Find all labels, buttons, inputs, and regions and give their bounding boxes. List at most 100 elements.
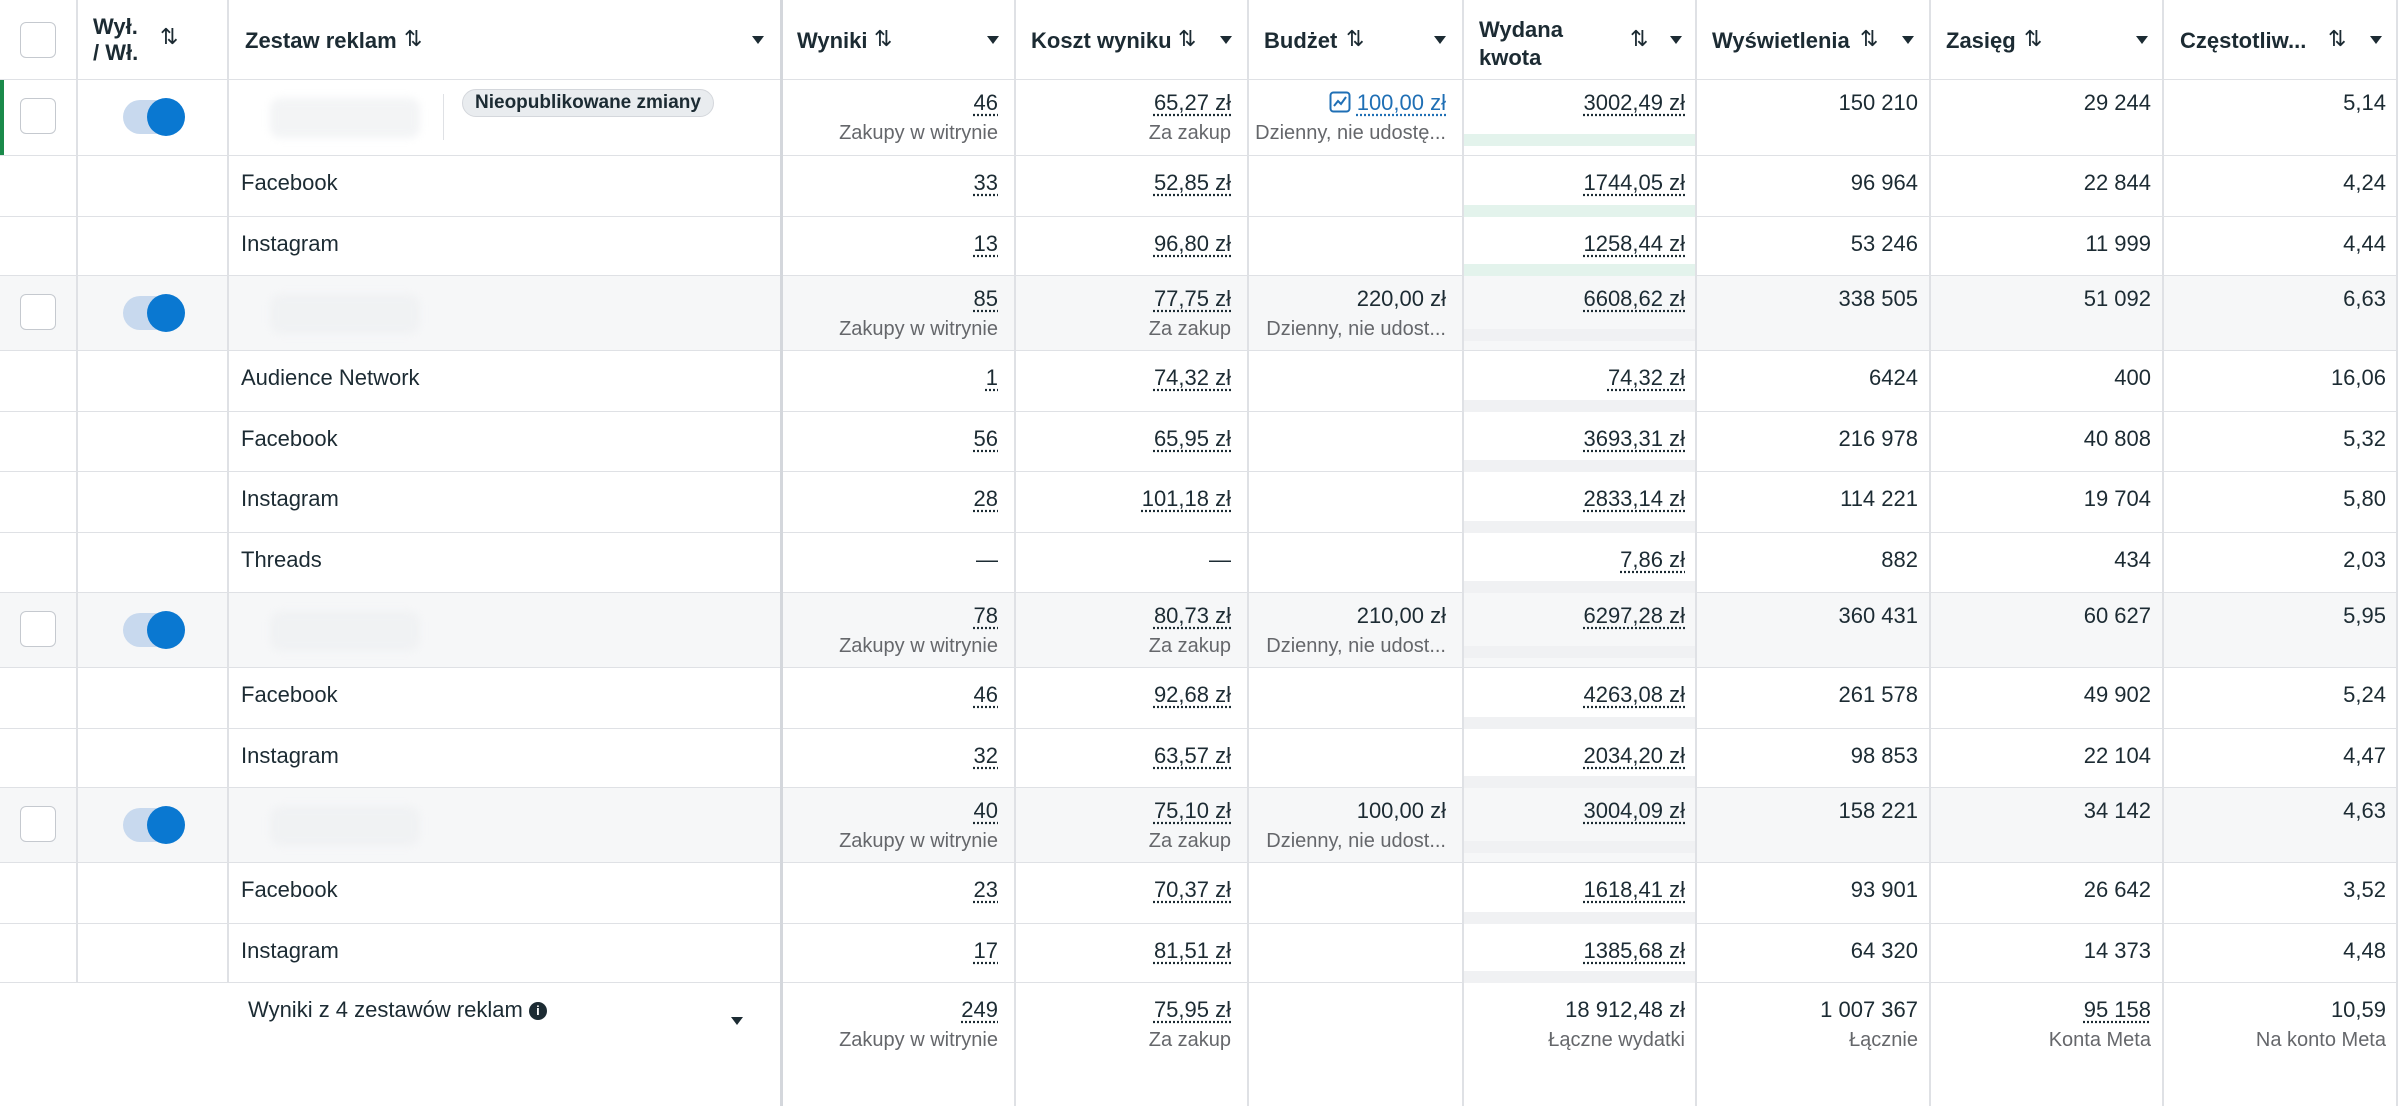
row-checkbox[interactable] (20, 611, 56, 647)
row-checkbox[interactable] (20, 98, 56, 134)
cpr-value[interactable]: 101,18 zł (1141, 486, 1231, 511)
spend-value[interactable]: 3693,31 zł (1583, 426, 1685, 451)
budget-value[interactable]: 220,00 zł (1356, 286, 1446, 311)
summary-results[interactable]: 249 (961, 997, 998, 1022)
budget-value[interactable]: 100,00 zł (1329, 90, 1446, 116)
spend-value[interactable]: 3002,49 zł (1583, 90, 1685, 115)
chevron-down-icon[interactable] (1220, 36, 1232, 44)
results-value[interactable]: 17 (973, 938, 998, 963)
adset-row[interactable]: 40 Zakupy w witrynie 75,10 zł Za zakup 100,0… (0, 788, 2398, 863)
breakdown-row[interactable]: Facebook 46 92,68 zł 4263,08 zł 261 578 49 90… (0, 668, 2398, 729)
breakdown-row[interactable]: Facebook 33 52,85 zł 1744,05 zł 96 964 22 844… (0, 156, 2398, 217)
breakdown-row[interactable]: Instagram 17 81,51 zł 1385,68 zł 64 320 14 37… (0, 924, 2398, 983)
frequency-col-header[interactable]: Częstotliw... (2180, 28, 2307, 53)
results-value[interactable]: 32 (973, 743, 998, 768)
spend-value[interactable]: 6297,28 zł (1583, 603, 1685, 628)
spend-col-header[interactable]: Wydana kwota (1479, 17, 1563, 70)
spend-value[interactable]: 1385,68 zł (1583, 938, 1685, 963)
spend-value[interactable]: 3004,09 zł (1583, 798, 1685, 823)
toggle-knob[interactable] (147, 98, 185, 136)
sort-icon[interactable]: ⇅ (404, 26, 423, 51)
chevron-down-icon[interactable] (731, 1017, 743, 1025)
breakdown-row[interactable]: Audience Network 1 74,32 zł 74,32 zł 6424 400… (0, 351, 2398, 412)
results-col-header[interactable]: Wyniki (797, 28, 868, 53)
cpr-value[interactable]: 92,68 zł (1153, 682, 1231, 707)
sort-icon[interactable]: ⇅ (160, 24, 179, 49)
adset-name-redacted[interactable] (270, 294, 420, 334)
toggle-col-header[interactable]: Wył. / Wł. (93, 14, 139, 65)
chevron-down-icon[interactable] (1434, 36, 1446, 44)
budget-value[interactable]: 100,00 zł (1356, 798, 1446, 823)
adset-toggle[interactable] (123, 806, 185, 844)
cpr-value[interactable]: 77,75 zł (1153, 286, 1231, 311)
adset-toggle[interactable] (123, 98, 185, 136)
cpr-value[interactable]: 74,32 zł (1153, 365, 1231, 390)
info-icon[interactable]: i (528, 1002, 547, 1021)
cpr-value[interactable]: 52,85 zł (1153, 170, 1231, 195)
adset-row[interactable]: 78 Zakupy w witrynie 80,73 zł Za zakup 210,0… (0, 593, 2398, 668)
adset-row[interactable]: Nieopublikowane zmiany 46 Zakupy w witryni… (0, 80, 2398, 156)
budget-value[interactable]: 210,00 zł (1356, 603, 1446, 628)
breakdown-row[interactable]: Instagram 32 63,57 zł 2034,20 zł 98 853 22 10… (0, 729, 2398, 788)
results-value[interactable]: 33 (973, 170, 998, 195)
sort-icon[interactable]: ⇅ (2024, 26, 2043, 51)
results-value[interactable]: 40 (973, 798, 998, 823)
breakdown-row[interactable]: Facebook 23 70,37 zł 1618,41 zł 93 901 26 642… (0, 863, 2398, 924)
adset-name-redacted[interactable] (270, 611, 420, 651)
results-value[interactable]: 56 (973, 426, 998, 451)
impressions-col-header[interactable]: Wyświetlenia (1712, 28, 1850, 53)
chevron-down-icon[interactable] (987, 36, 999, 44)
results-value[interactable]: 1 (985, 365, 998, 390)
results-value[interactable]: 46 (973, 682, 998, 707)
spend-value[interactable]: 1618,41 zł (1583, 877, 1685, 902)
cpr-value[interactable]: 96,80 zł (1153, 231, 1231, 256)
cpr-value[interactable]: 80,73 zł (1153, 603, 1231, 628)
spend-value[interactable]: 74,32 zł (1607, 365, 1685, 390)
breakdown-row[interactable]: Instagram 13 96,80 zł 1258,44 zł 53 246 11 99… (0, 217, 2398, 276)
chevron-down-icon[interactable] (2136, 36, 2148, 44)
adset-col-header[interactable]: Zestaw reklam (245, 28, 397, 53)
sort-icon[interactable]: ⇅ (1178, 26, 1197, 51)
breakdown-row[interactable]: Facebook 56 65,95 zł 3693,31 zł 216 978 40 80… (0, 412, 2398, 472)
sort-icon[interactable]: ⇅ (1860, 26, 1879, 51)
results-value[interactable]: 85 (973, 286, 998, 311)
sort-icon[interactable]: ⇅ (1346, 26, 1365, 51)
toggle-knob[interactable] (147, 611, 185, 649)
cpr-value[interactable]: 70,37 zł (1153, 877, 1231, 902)
cpr-value[interactable]: 81,51 zł (1153, 938, 1231, 963)
spend-value[interactable]: 2833,14 zł (1583, 486, 1685, 511)
cpr-value[interactable]: 65,27 zł (1153, 90, 1231, 115)
adset-toggle[interactable] (123, 294, 185, 332)
toggle-knob[interactable] (147, 294, 185, 332)
sort-icon[interactable]: ⇅ (874, 26, 893, 51)
results-value[interactable]: 78 (973, 603, 998, 628)
toggle-knob[interactable] (147, 806, 185, 844)
breakdown-row[interactable]: Threads — — 7,86 zł 882 434 2,03 (0, 533, 2398, 593)
budget-col-header[interactable]: Budżet (1264, 28, 1338, 53)
results-value[interactable]: 13 (973, 231, 998, 256)
sort-icon[interactable]: ⇅ (1630, 26, 1649, 51)
row-checkbox[interactable] (20, 806, 56, 842)
summary-cpr[interactable]: 75,95 zł (1153, 997, 1231, 1022)
spend-value[interactable]: 6608,62 zł (1583, 286, 1685, 311)
adset-name-redacted[interactable] (270, 806, 420, 846)
cpr-value[interactable]: 75,10 zł (1153, 798, 1231, 823)
cpr-value[interactable]: 63,57 zł (1153, 743, 1231, 768)
reach-col-header[interactable]: Zasięg (1946, 28, 2016, 53)
spend-value[interactable]: 4263,08 zł (1583, 682, 1685, 707)
row-checkbox[interactable] (20, 294, 56, 330)
chevron-down-icon[interactable] (1670, 36, 1682, 44)
adset-name-redacted[interactable] (270, 98, 420, 138)
results-value[interactable]: 46 (973, 90, 998, 115)
sort-icon[interactable]: ⇅ (2328, 26, 2347, 51)
cpr-value[interactable]: 65,95 zł (1153, 426, 1231, 451)
summary-reach[interactable]: 95 158 (2083, 997, 2151, 1022)
adset-toggle[interactable] (123, 611, 185, 649)
chevron-down-icon[interactable] (752, 36, 764, 44)
cpr-col-header[interactable]: Koszt wyniku (1031, 28, 1172, 53)
spend-value[interactable]: 1744,05 zł (1583, 170, 1685, 195)
results-value[interactable]: 23 (973, 877, 998, 902)
spend-value[interactable]: 7,86 zł (1620, 547, 1685, 572)
adset-row[interactable]: 85 Zakupy w witrynie 77,75 zł Za zakup 220,0… (0, 276, 2398, 351)
spend-value[interactable]: 1258,44 zł (1583, 231, 1685, 256)
